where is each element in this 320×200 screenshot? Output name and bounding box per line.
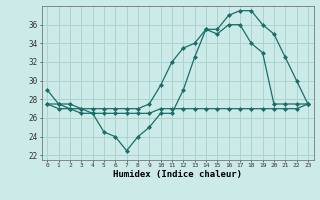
X-axis label: Humidex (Indice chaleur): Humidex (Indice chaleur) bbox=[113, 170, 242, 179]
